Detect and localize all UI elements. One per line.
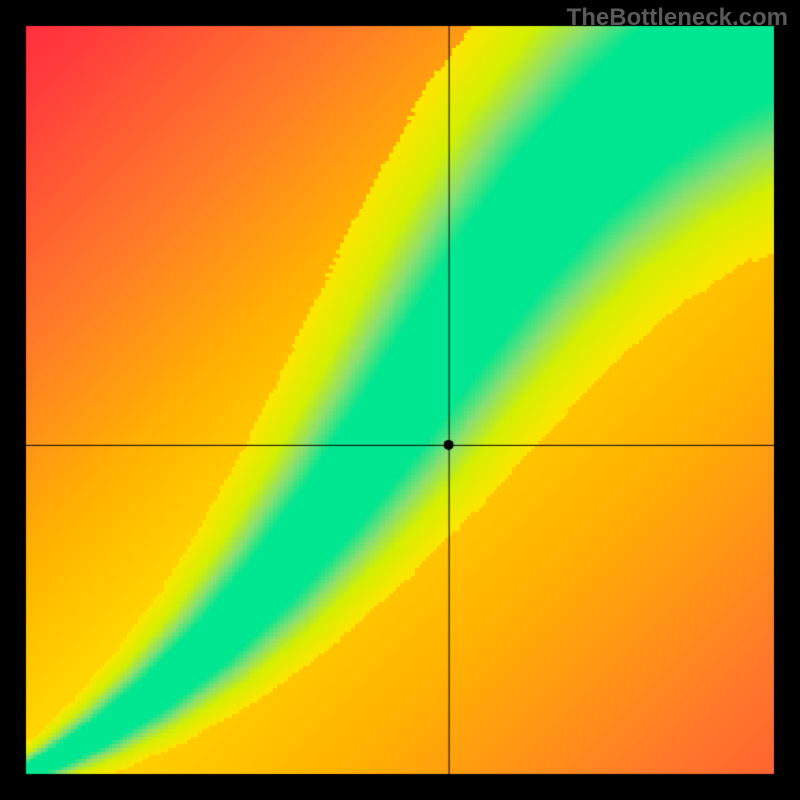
- watermark-text: TheBottleneck.com: [567, 4, 788, 32]
- heatmap-canvas: [0, 0, 800, 800]
- chart-container: TheBottleneck.com: [0, 0, 800, 800]
